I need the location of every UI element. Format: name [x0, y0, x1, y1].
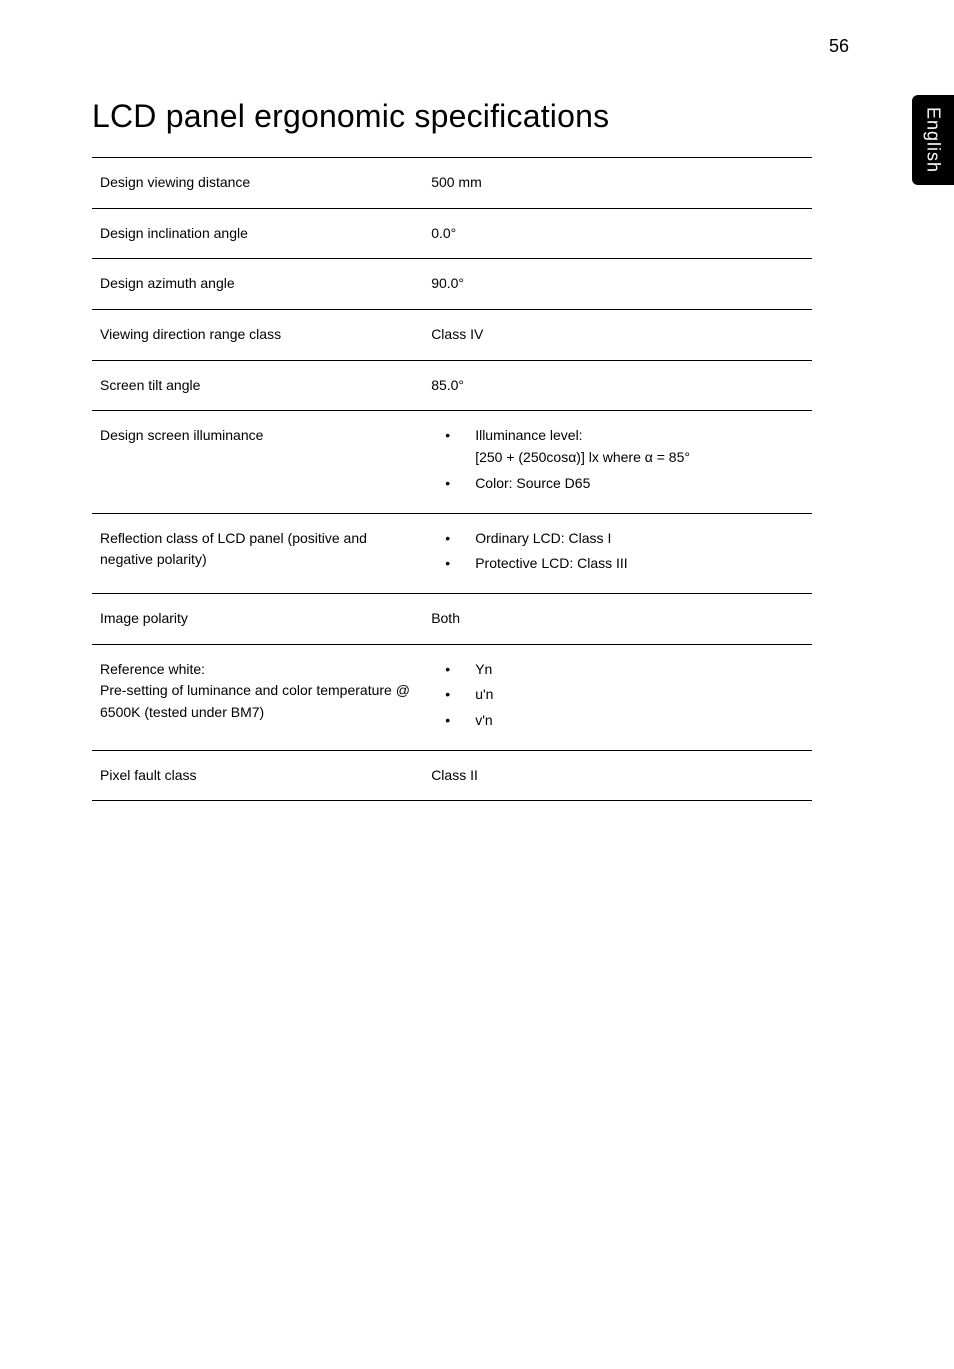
bullet-item: u'n	[431, 684, 804, 706]
spec-value: 0.0°	[423, 208, 812, 259]
bullet-list: Illuminance level:[250 + (250cosα)] lx w…	[431, 425, 804, 494]
spec-label: Screen tilt angle	[92, 360, 423, 411]
table-row: Reflection class of LCD panel (positive …	[92, 513, 812, 593]
spec-value: Class IV	[423, 310, 812, 361]
page-title: LCD panel ergonomic specifications	[92, 98, 812, 135]
bullet-list: Yn u'n v'n	[431, 659, 804, 732]
spec-value: Ordinary LCD: Class I Protective LCD: Cla…	[423, 513, 812, 593]
page-number: 56	[829, 36, 849, 57]
bullet-item: v'n	[431, 710, 804, 732]
spec-label: Viewing direction range class	[92, 310, 423, 361]
spec-value: Class II	[423, 750, 812, 801]
spec-value: Both	[423, 593, 812, 644]
spec-label: Design inclination angle	[92, 208, 423, 259]
bullet-list: Ordinary LCD: Class I Protective LCD: Cla…	[431, 528, 804, 575]
spec-label: Pixel fault class	[92, 750, 423, 801]
spec-value: 85.0°	[423, 360, 812, 411]
spec-label: Design azimuth angle	[92, 259, 423, 310]
table-row: Viewing direction range classClass IV	[92, 310, 812, 361]
bullet-item: Illuminance level:[250 + (250cosα)] lx w…	[431, 425, 804, 468]
table-row: Screen tilt angle85.0°	[92, 360, 812, 411]
spec-table: Design viewing distance500 mmDesign incl…	[92, 157, 812, 801]
table-row: Image polarityBoth	[92, 593, 812, 644]
table-row: Design azimuth angle90.0°	[92, 259, 812, 310]
spec-label: Design screen illuminance	[92, 411, 423, 513]
bullet-item: Color: Source D65	[431, 473, 804, 495]
content-area: LCD panel ergonomic specifications Desig…	[92, 98, 812, 801]
spec-label: Reflection class of LCD panel (positive …	[92, 513, 423, 593]
language-tab-label: English	[923, 107, 944, 173]
spec-label: Design viewing distance	[92, 158, 423, 209]
table-row: Design inclination angle0.0°	[92, 208, 812, 259]
table-row: Pixel fault classClass II	[92, 750, 812, 801]
table-row: Reference white:Pre-setting of luminance…	[92, 644, 812, 750]
spec-value: Illuminance level:[250 + (250cosα)] lx w…	[423, 411, 812, 513]
table-row: Design screen illuminanceIlluminance lev…	[92, 411, 812, 513]
spec-value: 500 mm	[423, 158, 812, 209]
language-tab: English	[912, 95, 954, 185]
spec-label: Reference white:Pre-setting of luminance…	[92, 644, 423, 750]
bullet-item: Protective LCD: Class III	[431, 553, 804, 575]
bullet-item: Yn	[431, 659, 804, 681]
spec-label: Image polarity	[92, 593, 423, 644]
table-row: Design viewing distance500 mm	[92, 158, 812, 209]
bullet-item: Ordinary LCD: Class I	[431, 528, 804, 550]
spec-value: Yn u'n v'n	[423, 644, 812, 750]
spec-value: 90.0°	[423, 259, 812, 310]
